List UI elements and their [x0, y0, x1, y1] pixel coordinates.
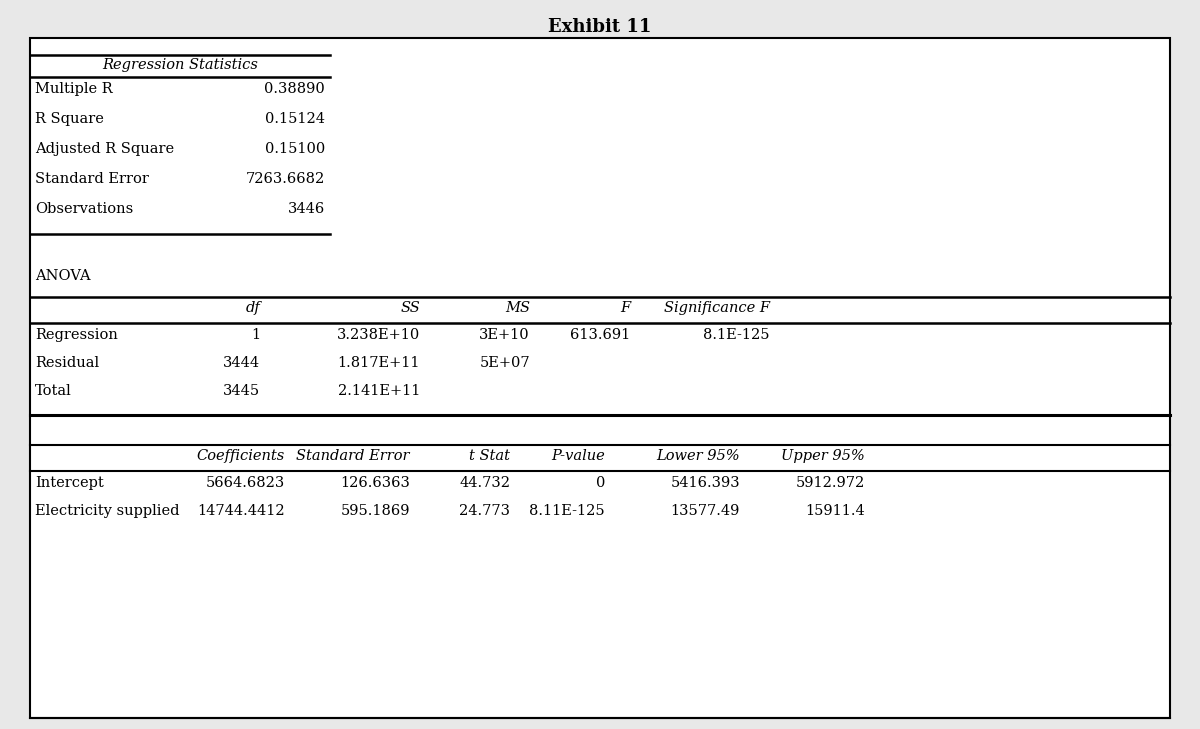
Text: Standard Error: Standard Error: [296, 449, 410, 463]
Text: 0.15100: 0.15100: [265, 142, 325, 156]
Text: 5664.6823: 5664.6823: [205, 476, 286, 490]
Text: 2.141E+11: 2.141E+11: [337, 384, 420, 398]
Text: P-value: P-value: [551, 449, 605, 463]
Text: 8.11E-125: 8.11E-125: [529, 504, 605, 518]
Text: 13577.49: 13577.49: [671, 504, 740, 518]
Text: Total: Total: [35, 384, 72, 398]
Text: 1.817E+11: 1.817E+11: [337, 356, 420, 370]
Text: Adjusted R Square: Adjusted R Square: [35, 142, 174, 156]
Text: Coefficients: Coefficients: [197, 449, 286, 463]
Text: Multiple R: Multiple R: [35, 82, 113, 96]
Text: Electricity supplied: Electricity supplied: [35, 504, 180, 518]
Text: 3446: 3446: [288, 202, 325, 216]
Text: 3445: 3445: [223, 384, 260, 398]
Text: Regression Statistics: Regression Statistics: [102, 58, 258, 72]
Text: 7263.6682: 7263.6682: [246, 172, 325, 186]
Text: 595.1869: 595.1869: [341, 504, 410, 518]
Text: ANOVA: ANOVA: [35, 269, 91, 283]
Text: 14744.4412: 14744.4412: [197, 504, 286, 518]
Text: Significance F: Significance F: [664, 301, 770, 315]
Text: 24.773: 24.773: [458, 504, 510, 518]
Text: Lower 95%: Lower 95%: [656, 449, 740, 463]
Text: 5416.393: 5416.393: [671, 476, 740, 490]
Text: Standard Error: Standard Error: [35, 172, 149, 186]
Text: df: df: [245, 301, 260, 315]
Text: 44.732: 44.732: [458, 476, 510, 490]
Text: 5912.972: 5912.972: [796, 476, 865, 490]
Text: 3E+10: 3E+10: [479, 328, 530, 342]
Text: 0: 0: [595, 476, 605, 490]
Text: Regression: Regression: [35, 328, 118, 342]
Text: Exhibit 11: Exhibit 11: [548, 18, 652, 36]
Text: Intercept: Intercept: [35, 476, 103, 490]
Text: MS: MS: [505, 301, 530, 315]
Text: Observations: Observations: [35, 202, 133, 216]
Text: 1: 1: [251, 328, 260, 342]
Text: 3.238E+10: 3.238E+10: [337, 328, 420, 342]
Text: R Square: R Square: [35, 112, 104, 126]
Text: Upper 95%: Upper 95%: [781, 449, 865, 463]
Text: 15911.4: 15911.4: [805, 504, 865, 518]
Text: 126.6363: 126.6363: [340, 476, 410, 490]
Text: 3444: 3444: [223, 356, 260, 370]
Text: 5E+07: 5E+07: [479, 356, 530, 370]
Text: 613.691: 613.691: [570, 328, 630, 342]
Text: SS: SS: [401, 301, 420, 315]
Text: t Stat: t Stat: [469, 449, 510, 463]
Text: Residual: Residual: [35, 356, 100, 370]
Text: F: F: [620, 301, 630, 315]
Text: 0.15124: 0.15124: [265, 112, 325, 126]
Text: 0.38890: 0.38890: [264, 82, 325, 96]
Text: 8.1E-125: 8.1E-125: [703, 328, 770, 342]
